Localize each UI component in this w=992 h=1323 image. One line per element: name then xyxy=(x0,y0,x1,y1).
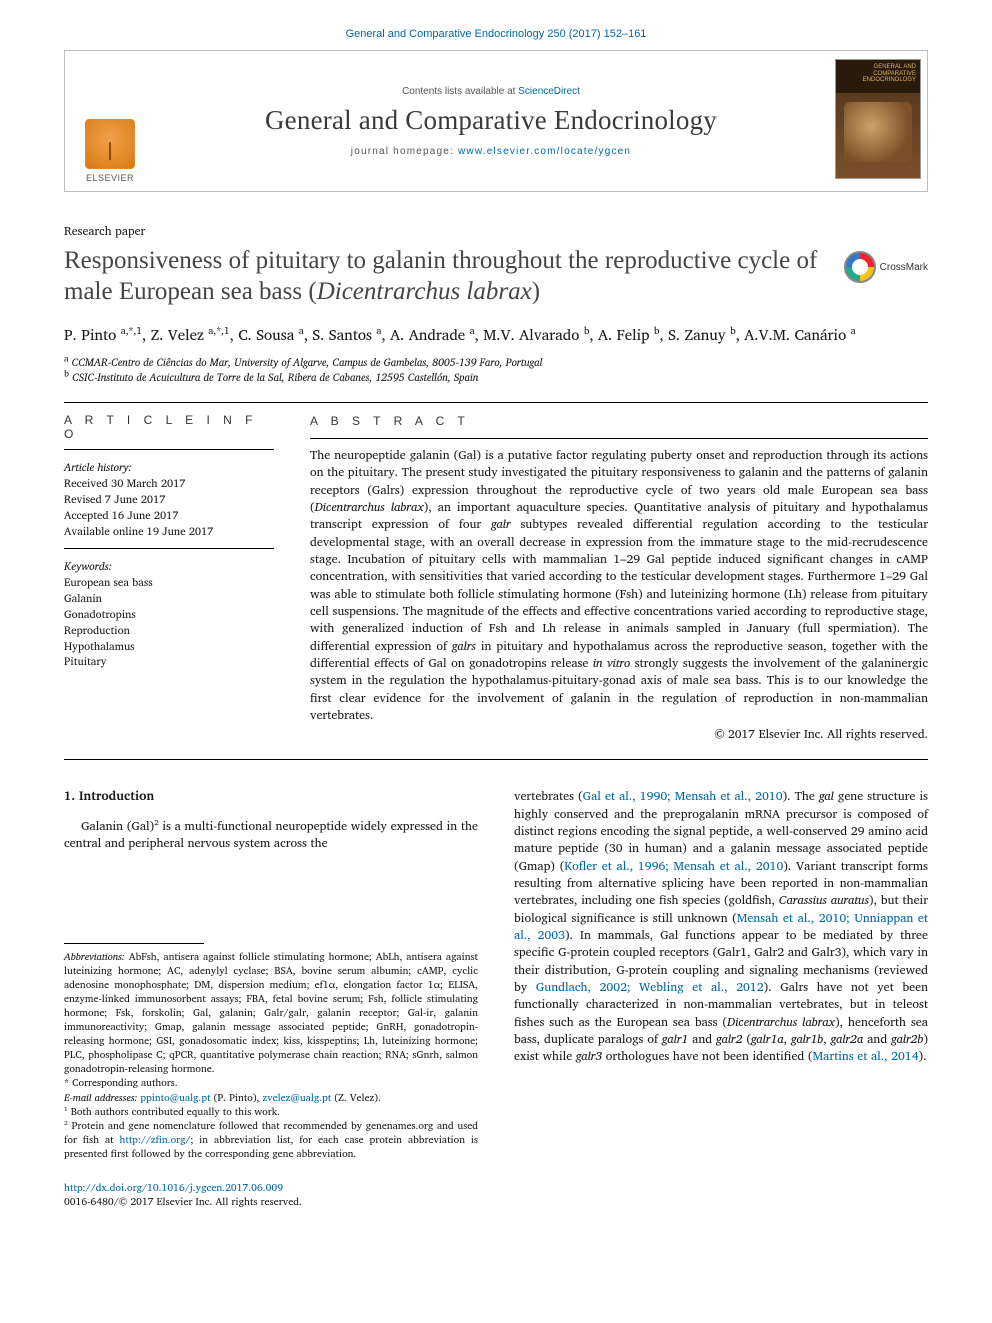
rule-abs xyxy=(310,438,928,439)
email-footnote: E-mail addresses: ppinto@ualg.pt (P. Pin… xyxy=(64,1091,478,1105)
running-citation: General and Comparative Endocrinology 25… xyxy=(64,28,928,40)
info-and-abstract: A R T I C L E I N F O Article history: R… xyxy=(64,413,928,743)
abstract-copyright: © 2017 Elsevier Inc. All rights reserved… xyxy=(310,726,928,743)
masthead-center: Contents lists available at ScienceDirec… xyxy=(155,51,827,191)
crossmark-label: CrossMark xyxy=(880,262,928,273)
elsevier-tree-icon xyxy=(85,119,135,169)
citation-link[interactable]: Gundlach, 2002; Webling et al., 2012 xyxy=(536,977,764,997)
page: General and Comparative Endocrinology 25… xyxy=(0,0,992,1249)
footnote-rule xyxy=(64,943,204,944)
title-text-post: ) xyxy=(532,278,540,305)
citation-link[interactable]: Gal et al., 1990; Mensah et al., 2010 xyxy=(583,786,783,806)
affiliation-b-text: CSIC-Instituto de Acuicultura de Torre d… xyxy=(72,368,478,386)
journal-homepage-line: journal homepage: www.elsevier.com/locat… xyxy=(351,146,631,157)
article-info-column: A R T I C L E I N F O Article history: R… xyxy=(64,413,274,743)
journal-cover-thumbnail: GENERAL AND COMPARATIVE ENDOCRINOLOGY xyxy=(835,59,921,179)
rule-info-1 xyxy=(64,449,274,450)
equal-contrib-footnote: ¹ Both authors contributed equally to th… xyxy=(64,1105,478,1119)
history-online: Available online 19 June 2017 xyxy=(64,524,274,540)
article-type: Research paper xyxy=(64,222,928,241)
email-who-2: (Z. Velez). xyxy=(331,1090,381,1106)
citation-link[interactable]: Kofler et al., 1996; Mensah et al., 2010 xyxy=(564,856,783,876)
affiliation-b: b CSIC-Instituto de Acuicultura de Torre… xyxy=(64,370,928,386)
left-column: 1. Introduction Galanin (Gal)² is a mult… xyxy=(64,788,478,1208)
journal-homepage-link[interactable]: www.elsevier.com/locate/ygcen xyxy=(458,146,631,157)
author-list: P. Pinto a,*,1, Z. Velez a,*,1, C. Sousa… xyxy=(64,324,928,345)
title-species: Dicentrarchus labrax xyxy=(317,278,532,305)
nomenclature-footnote: ² Protein and gene nomenclature followed… xyxy=(64,1119,478,1161)
abstract-text: The neuropeptide galanin (Gal) is a puta… xyxy=(310,447,928,724)
cover-thumb-cell: GENERAL AND COMPARATIVE ENDOCRINOLOGY xyxy=(827,51,927,191)
citation-link[interactable]: Martins et al., 2014 xyxy=(812,1046,918,1066)
affiliations: a CCMAR-Centro de Ciências do Mar, Unive… xyxy=(64,355,928,387)
title-row: Responsiveness of pituitary to galanin t… xyxy=(64,241,928,308)
elsevier-logo: ELSEVIER xyxy=(80,113,140,183)
publisher-name: ELSEVIER xyxy=(86,173,134,183)
abstract-column: A B S T R A C T The neuropeptide galanin… xyxy=(310,413,928,743)
section-1-heading: 1. Introduction xyxy=(64,788,478,806)
intro-para-right: vertebrates (Gal et al., 1990; Mensah et… xyxy=(514,788,928,1065)
intro-para-left: Galanin (Gal)² is a multi-functional neu… xyxy=(64,818,478,853)
homepage-prefix: journal homepage: xyxy=(351,146,458,157)
article-info-head: A R T I C L E I N F O xyxy=(64,413,274,441)
corresponding-footnote: * Corresponding authors. xyxy=(64,1076,478,1090)
contents-prefix: Contents lists available at xyxy=(402,86,518,97)
footnotes-block: Abbreviations: AbFsh, antisera against f… xyxy=(64,950,478,1161)
crossmark-icon xyxy=(844,251,876,283)
journal-name: General and Comparative Endocrinology xyxy=(265,105,717,136)
journal-masthead: ELSEVIER Contents lists available at Sci… xyxy=(64,50,928,192)
publisher-logo-cell: ELSEVIER xyxy=(65,51,155,191)
body-two-columns: 1. Introduction Galanin (Gal)² is a mult… xyxy=(64,788,928,1208)
abstract-head: A B S T R A C T xyxy=(310,413,928,430)
rule-below-abstract xyxy=(64,759,928,760)
contents-available-line: Contents lists available at ScienceDirec… xyxy=(402,86,580,97)
doi-block: http://dx.doi.org/10.1016/j.ygcen.2017.0… xyxy=(64,1181,478,1209)
citation-link[interactable]: Mensah et al., 2010; Unniappan et al., 2… xyxy=(514,908,928,945)
keyword-6: Pituitary xyxy=(64,654,274,670)
sciencedirect-link[interactable]: ScienceDirect xyxy=(518,86,580,97)
abbreviations-footnote: Abbreviations: AbFsh, antisera against f… xyxy=(64,950,478,1077)
crossmark-widget[interactable]: CrossMark xyxy=(844,251,928,283)
right-column: vertebrates (Gal et al., 1990; Mensah et… xyxy=(514,788,928,1208)
abbreviations-text: AbFsh, antisera against follicle stimula… xyxy=(64,949,478,1078)
rule-info-2 xyxy=(64,548,274,549)
issn-copyright: 0016-6480/© 2017 Elsevier Inc. All right… xyxy=(64,1195,478,1209)
rule-above-info xyxy=(64,402,928,403)
cover-thumb-title: GENERAL AND COMPARATIVE ENDOCRINOLOGY xyxy=(840,64,916,84)
article-title: Responsiveness of pituitary to galanin t… xyxy=(64,245,830,308)
